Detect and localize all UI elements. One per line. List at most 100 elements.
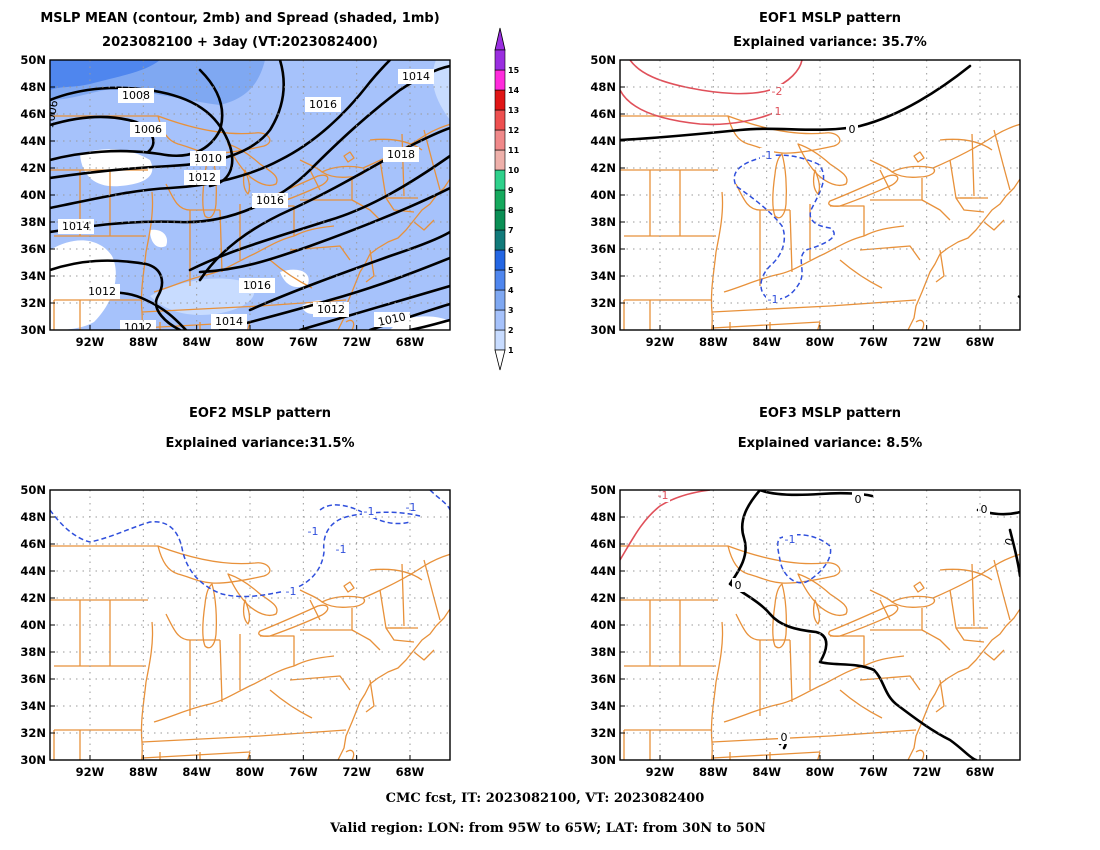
colorbar-level-label: 1	[508, 346, 514, 355]
lon-tick-label: 80W	[236, 765, 265, 779]
colorbar-swatch	[494, 89, 506, 111]
eof2-label-b: -1	[308, 525, 319, 538]
lat-tick-label: 42N	[20, 591, 46, 605]
panel-eof2-map: -1 -1 -1 -1 -1	[50, 490, 450, 760]
mean-label-1006: 1006	[134, 123, 162, 136]
lon-tick-label: 68W	[966, 765, 995, 779]
lon-tick-label: 68W	[396, 765, 425, 779]
axis-ticks-a: 50N 48N 46N 44N 42N 40N 38N 36N 34N 32N 30N 92W 88W 8…	[20, 53, 424, 349]
lat-tick-label: 38N	[590, 215, 616, 229]
eof2-label-e: -1	[406, 501, 417, 514]
lon-tick-label: 76W	[289, 765, 318, 779]
lat-tick-label: 42N	[590, 591, 616, 605]
colorbar-swatch	[494, 189, 506, 211]
eof2-contour-labels: -1 -1 -1 -1 -1	[284, 501, 416, 598]
mean-label-1016-s: 1016	[243, 279, 271, 292]
eof1-label-1: 1	[775, 105, 782, 118]
lon-tick-label: 72W	[342, 765, 371, 779]
mean-label-1006-w: 1006	[43, 99, 61, 129]
lat-tick-label: 36N	[20, 242, 46, 256]
eof3-label-pos-1: -1	[658, 489, 669, 502]
footer-line-1: CMC fcst, IT: 2023082100, VT: 2023082400	[386, 791, 705, 806]
lat-tick-label: 36N	[590, 672, 616, 686]
panel-mean: MSLP MEAN (contour, 2mb) and Spread (sha…	[20, 11, 451, 349]
mean-contour-labels: 1014 1008 1006 1006 1010 1012 1016 1016 …	[43, 69, 434, 334]
lon-tick-label: 92W	[646, 765, 675, 779]
colorbar-level-label: 6	[508, 246, 514, 255]
lat-tick-label: 32N	[20, 726, 46, 740]
lat-tick-label: 34N	[590, 699, 616, 713]
axis-ticks-c: 50N 48N 46N 44N 42N 40N 38N 36N 34N 32N 30N 92W 88W 8…	[20, 483, 424, 779]
lon-tick-label: 68W	[396, 335, 425, 349]
footer-line-2: Valid region: LON: from 95W to 65W; LAT:…	[329, 821, 766, 836]
lat-tick-label: 44N	[20, 564, 46, 578]
colorbar-swatch	[494, 249, 506, 271]
mean-label-1008: 1008	[122, 89, 150, 102]
eof1-label-0: 0	[849, 123, 856, 136]
eof3-label-0-e: 0	[1002, 536, 1017, 547]
eof1-label-neg1-n: -1	[762, 149, 773, 162]
colorbar-top-arrow	[494, 27, 506, 51]
mean-label-1012-sw: 1012	[88, 285, 116, 298]
eof3-contour-labels: -1 -1 0 0 0 0 0	[656, 489, 1017, 744]
mean-label-1012-se: 1012	[317, 303, 345, 316]
colorbar-level-label: 2	[508, 326, 514, 335]
mean-contours	[50, 60, 450, 330]
colorbar-level-label: 11	[508, 146, 520, 155]
lat-tick-label: 50N	[590, 483, 616, 497]
colorbar-swatch	[494, 49, 506, 71]
colorbar-level-label: 14	[508, 86, 520, 95]
eof1-label-neg2: -2	[772, 85, 783, 98]
lat-tick-label: 48N	[590, 510, 616, 524]
mean-label-1012-s: 1012	[124, 321, 152, 334]
colorbar-bottom-arrow	[494, 349, 506, 371]
lat-tick-label: 38N	[20, 215, 46, 229]
mean-label-1012: 1012	[188, 171, 216, 184]
colorbar-level-label: 12	[508, 126, 519, 135]
lon-tick-label: 84W	[752, 335, 781, 349]
lat-tick-label: 50N	[20, 53, 46, 67]
lat-tick-label: 32N	[590, 726, 616, 740]
lat-tick-label: 50N	[590, 53, 616, 67]
lat-tick-label: 48N	[20, 80, 46, 94]
lat-tick-label: 30N	[20, 753, 46, 767]
panel-eof1-map: -2 1 0 -1 -1	[620, 60, 1020, 330]
colorbar-swatch	[494, 69, 506, 91]
colorbar-level-label: 3	[508, 306, 514, 315]
lat-tick-label: 48N	[20, 510, 46, 524]
lat-tick-label: 40N	[20, 188, 46, 202]
mean-label-1016-mid: 1016	[256, 194, 284, 207]
gridlines-c	[50, 490, 450, 760]
lat-tick-label: 42N	[590, 161, 616, 175]
eof3-label-0-n: 0	[855, 493, 862, 506]
lon-tick-label: 72W	[912, 765, 941, 779]
panel-eof3-title-1: EOF3 MSLP pattern	[759, 406, 901, 421]
colorbar-level-label: 10	[508, 166, 520, 175]
lon-tick-label: 88W	[129, 335, 158, 349]
lat-tick-label: 44N	[590, 564, 616, 578]
colorbar-level-label: 15	[508, 66, 520, 75]
eof1-contour-labels: -2 1 0 -1 -1	[760, 84, 858, 306]
eof3-label-0-s: 0	[781, 731, 788, 744]
lon-tick-label: 76W	[859, 335, 888, 349]
lat-tick-label: 38N	[20, 645, 46, 659]
eof2-label-c: -1	[336, 543, 347, 556]
lat-tick-label: 30N	[590, 323, 616, 337]
lat-tick-label: 46N	[20, 107, 46, 121]
lat-tick-label: 46N	[590, 537, 616, 551]
panel-eof1: EOF1 MSLP pattern Explained variance: 35…	[590, 11, 1021, 349]
eof1-label-neg1-s: -1	[768, 293, 779, 306]
lon-tick-label: 84W	[182, 335, 211, 349]
panel-eof2-title-2: Explained variance:31.5%	[165, 436, 354, 451]
lon-tick-label: 88W	[699, 335, 728, 349]
lon-tick-label: 80W	[236, 335, 265, 349]
lat-tick-label: 46N	[20, 537, 46, 551]
panel-eof3-title-2: Explained variance: 8.5%	[738, 436, 923, 451]
lon-tick-label: 92W	[76, 765, 105, 779]
lon-tick-label: 80W	[806, 335, 835, 349]
eof3-label-0-ne: 0	[981, 503, 988, 516]
lat-tick-label: 32N	[590, 296, 616, 310]
lat-tick-label: 30N	[20, 323, 46, 337]
mean-label-1016-ne: 1016	[309, 98, 337, 111]
